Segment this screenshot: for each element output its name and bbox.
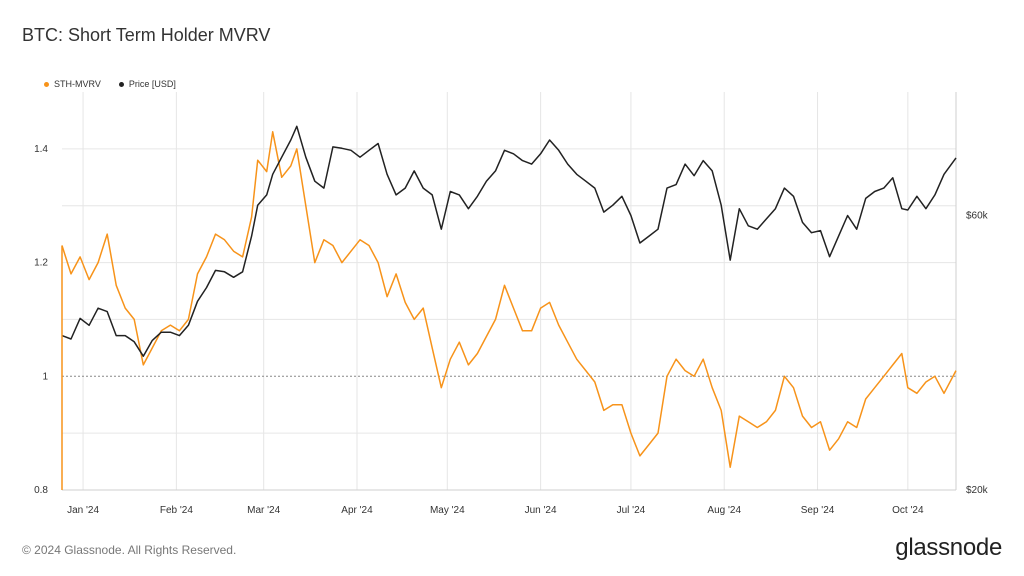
series-line-sth-mvrv[interactable] [61, 131, 957, 469]
legend-item-price[interactable]: Price [USD] [118, 79, 176, 89]
copyright-text: © 2024 Glassnode. All Rights Reserved. [22, 543, 237, 557]
x-tick-label: Oct '24 [892, 505, 924, 516]
legend-label-mvrv: STH-MVRV [54, 79, 101, 89]
x-tick-label: May '24 [430, 505, 465, 516]
x-tick-label: Jul '24 [617, 505, 646, 516]
x-tick-label: Aug '24 [707, 505, 741, 516]
y-left-tick-label: 0.8 [34, 485, 48, 496]
legend-dot-price-icon [118, 81, 124, 87]
chart-legend: STH-MVRV Price [USD] [44, 79, 176, 89]
x-tick-label: Sep '24 [801, 505, 835, 516]
chart-title: BTC: Short Term Holder MVRV [22, 25, 271, 45]
series-line-price[interactable] [61, 125, 957, 357]
x-tick-label: Apr '24 [341, 505, 373, 516]
x-tick-label: Feb '24 [160, 505, 193, 516]
legend-item-mvrv[interactable]: STH-MVRV [44, 79, 101, 89]
y-left-tick-label: 1 [42, 371, 48, 382]
x-tick-label: Jan '24 [67, 505, 99, 516]
x-tick-label: Jun '24 [525, 505, 557, 516]
glassnode-logo[interactable]: glassnode [895, 534, 1002, 561]
y-right-tick-label: $20k [966, 485, 989, 496]
y-right-tick-label: $60k [966, 211, 989, 222]
legend-label-price: Price [USD] [128, 79, 176, 89]
y-left-tick-label: 1.2 [34, 258, 48, 269]
x-tick-label: Mar '24 [247, 505, 280, 516]
legend-dot-mvrv-icon [44, 81, 49, 87]
y-left-tick-label: 1.4 [34, 144, 48, 155]
